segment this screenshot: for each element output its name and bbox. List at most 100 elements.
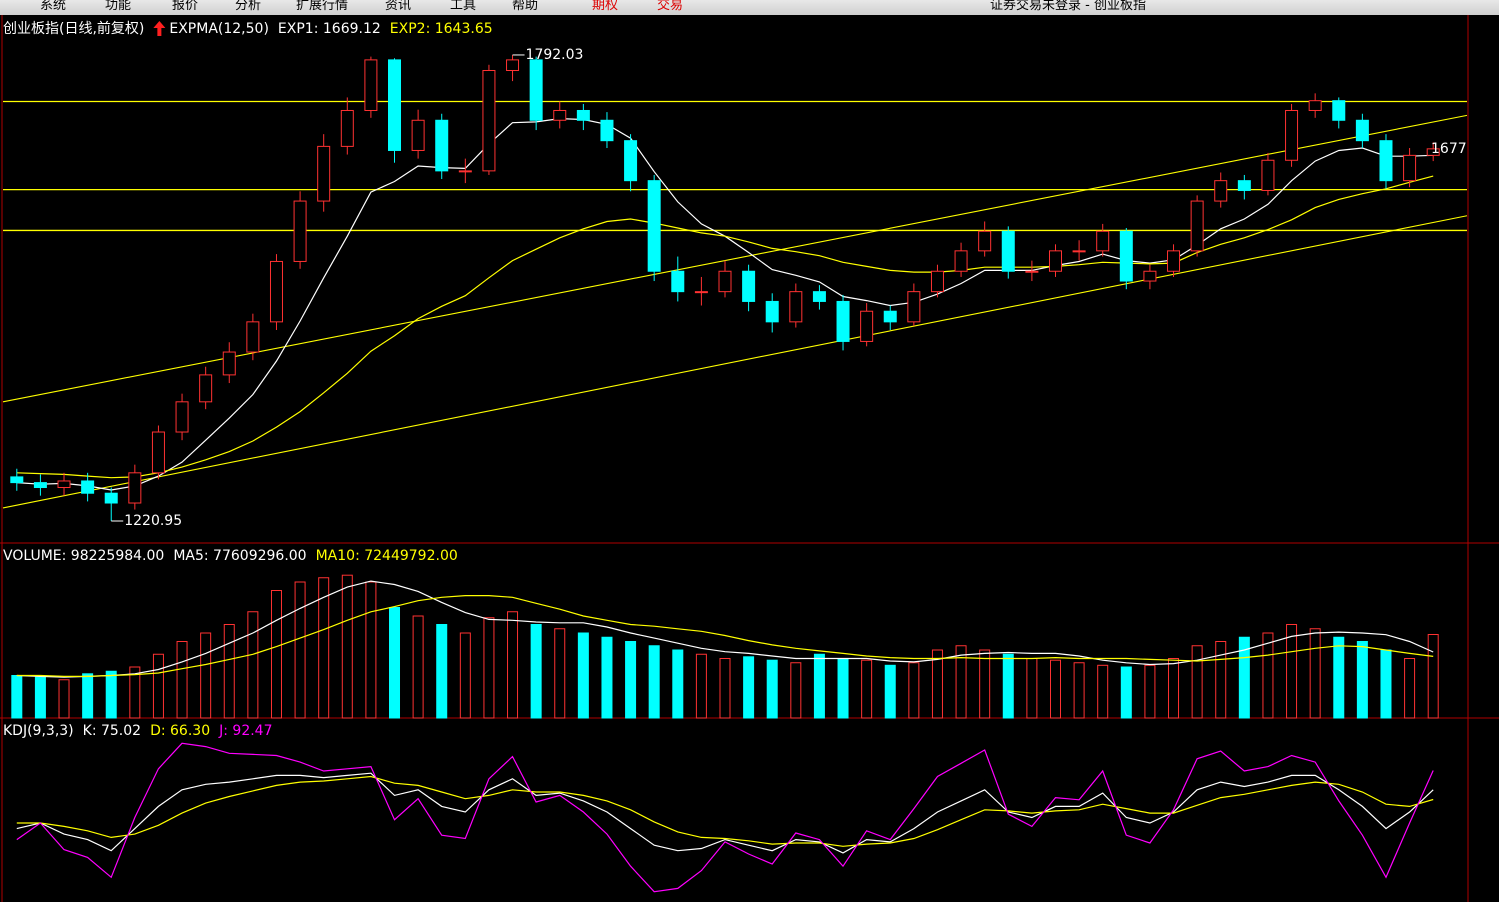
candle-body [246,321,260,353]
volume-bar [1380,649,1392,719]
volume-bar [1262,632,1274,719]
volume-bar [743,656,755,719]
volume-bar [1144,664,1156,719]
chart-title: 创业板指(日线,前复权) [3,20,144,37]
candle-body [954,250,968,272]
candle-body [199,374,213,403]
volume-bar [223,624,235,719]
menu-item[interactable]: 分析 [235,0,262,13]
last-price-label: 1677 [1431,141,1467,157]
candle-body [482,69,496,172]
volume-bar [695,653,707,719]
candle-body [1285,109,1299,161]
volume-bar [1120,666,1132,719]
volume-bar [979,649,991,719]
trend-line [2,215,1468,509]
volume-bar [270,590,282,719]
legend-entry: MA5: 77609296.00 [173,548,306,564]
candle-body [718,270,732,293]
candle-body [1167,250,1181,272]
volume-bar [341,574,353,719]
volume-bar [790,662,802,719]
candle-body [33,482,47,489]
candle-body [293,200,307,262]
kdj-line [16,742,1434,893]
volume-bar [1238,636,1250,719]
volume-bar [105,670,117,719]
candle-body [57,480,71,489]
volume-ma-line [16,595,1434,677]
candle-body [765,300,779,323]
volume-bar [152,653,164,719]
candle-body [836,300,850,342]
candle-body [1355,119,1369,142]
candle-body [388,59,402,151]
candle-body [600,119,614,142]
volume-bar [1168,658,1180,719]
volume-bar [1002,653,1014,719]
candle-body [647,180,661,272]
candle-body [435,119,449,172]
menu-bar: 系统 功能 报价 分析 扩展行情 资讯 工具 帮助 期权 交易 证券交易未登录 - 创业板指 [0,0,1499,15]
volume-bar [1049,659,1061,719]
volume-bar [813,653,825,719]
volume-bar [82,673,94,719]
candle-body [1379,140,1393,182]
high-label: 1792.03 [526,47,584,63]
volume-bar [577,632,589,719]
legend-entry: EXP1: 1669.12 [278,21,381,37]
candle-body [1190,200,1204,252]
candle-body [458,170,472,173]
candle-body [1332,100,1346,121]
menu-item[interactable]: 帮助 [512,0,539,13]
volume-ma-line [16,580,1434,678]
candle-body [269,260,283,323]
candle-body [529,59,543,121]
candle-body [1426,148,1440,156]
volume-bar [318,577,330,719]
candle-body [151,431,165,474]
candle-body [364,59,378,111]
volume-bar [200,632,212,719]
volume-bar [1333,636,1345,719]
menu-item[interactable]: 交易 [657,0,684,13]
menu-item[interactable]: 功能 [105,0,132,13]
candle-body [789,291,803,323]
legend-entry: J: 92.47 [218,723,272,739]
menu-item[interactable]: 期权 [592,0,619,13]
menu-item[interactable]: 系统 [40,0,67,13]
legend-entry: K: 75.02 [83,723,141,739]
candle-body [1072,250,1086,253]
candle-body [1119,230,1133,282]
volume-bar [247,611,259,719]
candle-body [1403,154,1417,182]
candle-body [860,310,874,342]
candle-body [222,351,236,376]
menu-item[interactable]: 资讯 [385,0,412,13]
indicator-label: KDJ(9,3,3) [3,723,74,739]
candle-body [883,310,897,323]
volume-bar [672,649,684,719]
candle-body [553,109,567,121]
volume-bar [1356,641,1368,719]
volume-bar [601,636,613,719]
volume-bar [176,641,188,719]
low-label: 1220.95 [124,513,182,529]
volume-bar [1309,628,1321,719]
menu-item[interactable]: 工具 [450,0,477,13]
volume-bar [459,632,471,719]
menu-item[interactable]: 报价 [172,0,199,13]
volume-bar [766,659,778,719]
volume-bar [1404,658,1416,719]
volume-bar [389,607,401,719]
candle-body [317,145,331,202]
kdj-line [16,775,1434,847]
volume-bar [1427,634,1439,719]
volume-bar [1097,664,1109,719]
candle-body [10,476,24,484]
menu-item[interactable]: 扩展行情 [296,0,349,13]
volume-bar [483,617,495,719]
candle-body [104,492,118,504]
chart: 1792.03 1220.95 1677 创业板指(日线,前复权) EXPMA(12,5… [0,15,1499,902]
volume-bar [931,649,943,719]
